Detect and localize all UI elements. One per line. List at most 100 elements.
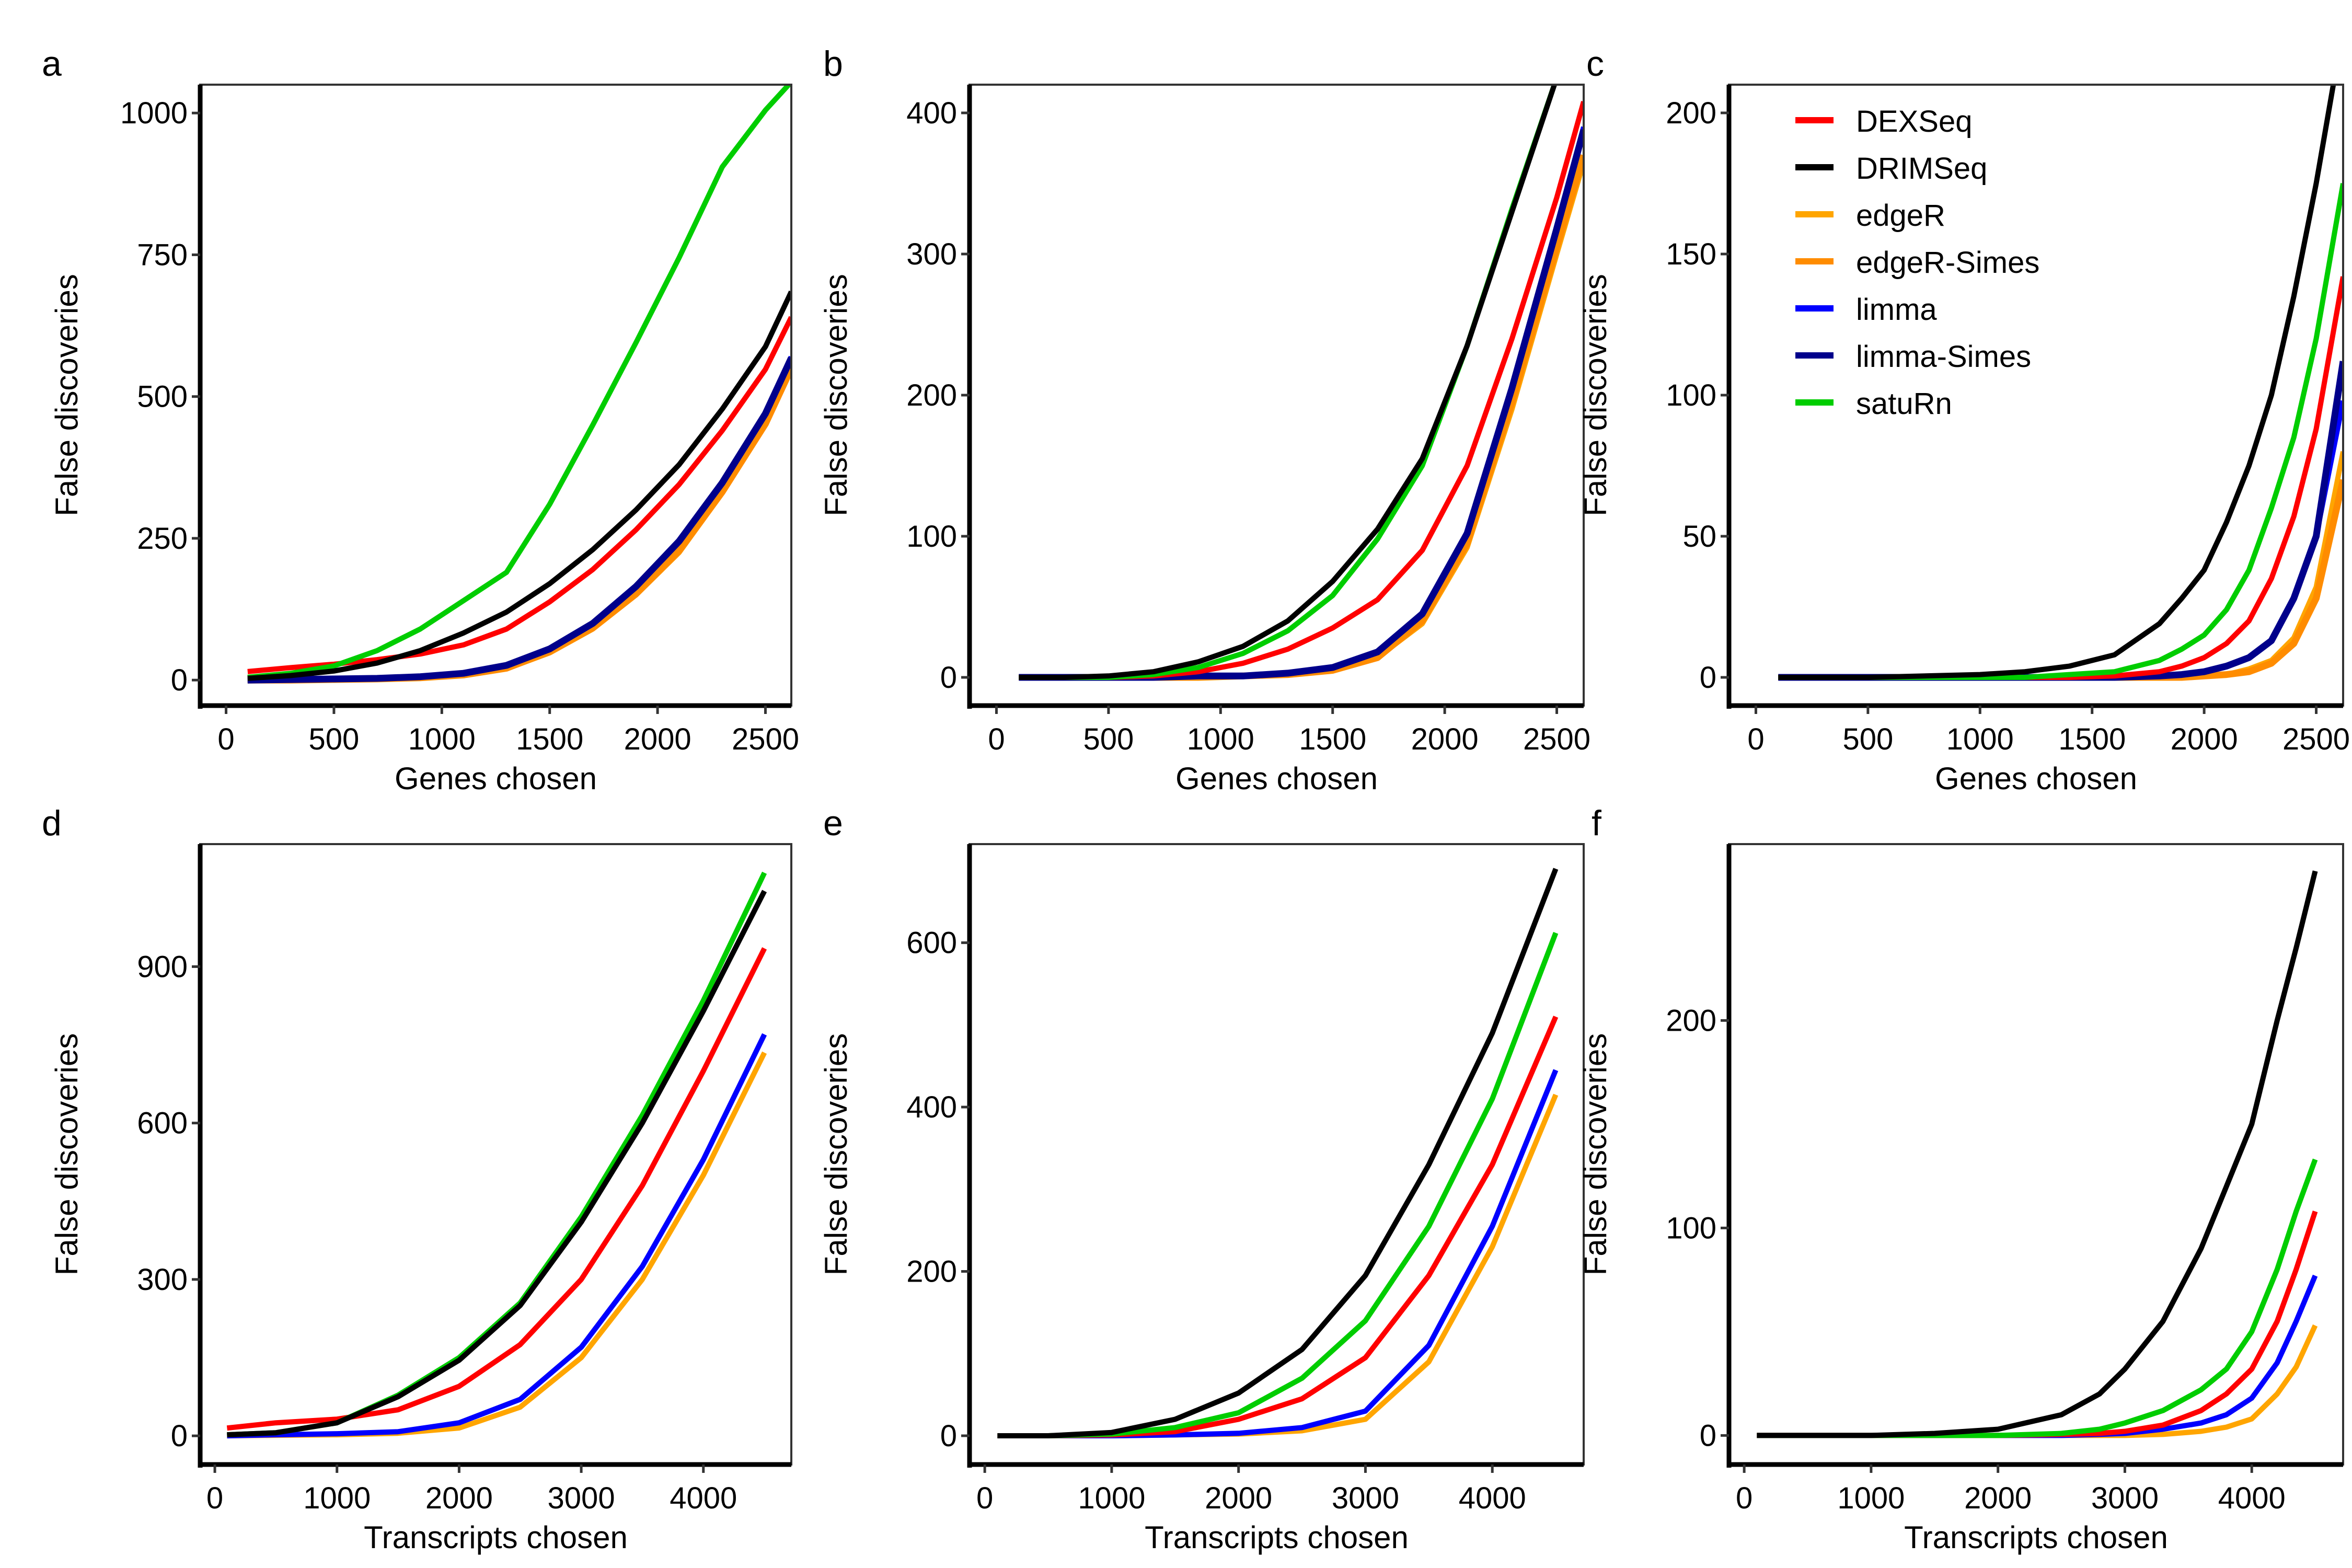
panel-f: f 0 1000 2000 3000 4000 0 100 200 Transcripts cho… (1578, 803, 2344, 1555)
panel-letter: a (42, 44, 62, 84)
panel-letter: c (1586, 44, 1604, 84)
y-tick-label: 0 (171, 1419, 188, 1453)
y-tick-label: 0 (1700, 1419, 1716, 1452)
y-tick-label: 1000 (120, 96, 188, 130)
x-tick-label: 2000 (425, 1481, 493, 1515)
series-line-limma (997, 1069, 1559, 1438)
x-tick-label: 3000 (1332, 1481, 1399, 1515)
y-tick-label: 300 (137, 1263, 188, 1297)
y-axis-title: False discoveries (49, 1033, 84, 1276)
series-line-limma-simes (247, 356, 791, 684)
y-tick-label: 900 (137, 950, 188, 984)
x-tick-label: 1000 (1078, 1481, 1145, 1515)
series-line-saturn (227, 871, 767, 1438)
x-tick-label: 0 (1736, 1481, 1753, 1515)
x-tick-label: 4000 (2218, 1481, 2286, 1515)
x-axis-title: Genes chosen (1175, 761, 1378, 796)
series-line-limma (247, 355, 791, 683)
series-line-drimseq (1019, 85, 1558, 680)
y-tick-label: 500 (137, 380, 188, 414)
y-tick-label: 100 (1666, 378, 1716, 412)
panel-letter: f (1592, 803, 1601, 843)
x-tick-label: 2000 (624, 722, 691, 756)
panel-b: b 0 500 1000 1500 2000 2500 0 100 200 300 400 Genes … (818, 44, 1590, 796)
series-line-drimseq (997, 868, 1559, 1438)
y-axis-title: False discoveries (49, 274, 84, 516)
x-tick-label: 0 (988, 722, 1005, 756)
series-group (1778, 85, 2343, 681)
series-group (226, 871, 767, 1439)
x-tick-label: 2000 (1205, 1481, 1272, 1515)
x-tick-label: 2500 (732, 722, 799, 756)
legend-label: DEXSeq (1856, 105, 1972, 139)
y-tick-label: 400 (906, 1090, 957, 1124)
x-tick-label: 0 (976, 1481, 993, 1515)
panel-letter: d (42, 803, 62, 843)
x-tick-label: 0 (217, 722, 234, 756)
series-group (997, 868, 1559, 1438)
x-tick-label: 3000 (548, 1481, 615, 1515)
legend-label: edgeR-Simes (1856, 246, 2039, 280)
series-line-drimseq (227, 890, 767, 1438)
y-axis-title: False discoveries (818, 1033, 854, 1276)
y-tick-label: 100 (1666, 1211, 1716, 1245)
x-tick-label: 1500 (1299, 722, 1366, 756)
y-axis-title: False discoveries (1578, 274, 1613, 516)
x-tick-label: 0 (1747, 722, 1764, 756)
y-tick-label: 200 (906, 1255, 957, 1289)
series-line-edger (247, 368, 791, 683)
y-tick-label: 0 (940, 661, 957, 695)
panel-a: a 0 500 1000 1500 2000 2500 0 250 500 750 1000 Genes… (42, 44, 799, 796)
series-line-dexseq (1019, 101, 1584, 680)
y-tick-label: 0 (171, 663, 188, 697)
x-axis-title: Genes chosen (395, 761, 597, 796)
x-tick-label: 0 (206, 1481, 223, 1515)
plot-border (199, 843, 792, 1466)
panel-e: e 0 1000 2000 3000 4000 0 200 400 600 Transcripts … (818, 803, 1585, 1555)
y-tick-label: 750 (137, 238, 188, 272)
y-tick-label: 200 (906, 378, 957, 412)
y-tick-label: 400 (906, 96, 957, 130)
x-tick-label: 2000 (2171, 722, 2238, 756)
x-tick-label: 4000 (1459, 1481, 1526, 1515)
y-tick-label: 300 (906, 237, 957, 271)
series-line-edger-simes (247, 366, 791, 684)
panel-d: d 0 1000 2000 3000 4000 0 300 600 900 Transcripts … (42, 803, 792, 1555)
y-tick-label: 250 (137, 522, 188, 556)
plot-border (199, 84, 792, 707)
legend-label: edgeR (1856, 199, 1945, 233)
y-tick-label: 150 (1666, 237, 1716, 271)
y-tick-label: 50 (1682, 520, 1716, 554)
panel-c: c 0 500 1000 1500 2000 2500 0 50 100 150 200 Genes c… (1578, 44, 2350, 796)
series-line-drimseq (1778, 85, 2336, 680)
y-tick-label: 600 (137, 1106, 188, 1140)
x-tick-label: 1000 (1946, 722, 2014, 756)
y-axis-title: False discoveries (1578, 1033, 1613, 1276)
series-line-dexseq (226, 947, 767, 1431)
x-tick-label: 4000 (670, 1481, 737, 1515)
series-line-saturn (1757, 1158, 2318, 1438)
series-line-edger-simes (1019, 154, 1584, 681)
series-line-limma (227, 1033, 767, 1439)
legend-label: DRIMSeq (1856, 152, 1987, 186)
x-axis-title: Transcripts chosen (364, 1520, 628, 1555)
y-tick-label: 0 (1700, 661, 1716, 695)
legend-item-limma-simes: limma-Simes (1795, 340, 2031, 374)
x-tick-label: 500 (1842, 722, 1893, 756)
x-tick-label: 500 (309, 722, 360, 756)
series-line-drimseq (1757, 870, 2318, 1438)
legend-label: limma-Simes (1856, 340, 2031, 374)
y-tick-label: 200 (1666, 96, 1716, 130)
plot-border (969, 843, 1585, 1466)
series-line-edger (1778, 451, 2343, 680)
legend-item-limma: limma (1795, 293, 1937, 327)
series-line-saturn (1778, 183, 2343, 680)
series-group (1019, 85, 1584, 681)
y-tick-label: 600 (906, 926, 957, 960)
series-line-saturn (997, 932, 1559, 1438)
series-line-dexseq (1757, 1210, 2318, 1438)
series-line-drimseq (247, 290, 791, 681)
series-group (1757, 870, 2318, 1438)
series-line-limma-simes (1019, 129, 1584, 681)
